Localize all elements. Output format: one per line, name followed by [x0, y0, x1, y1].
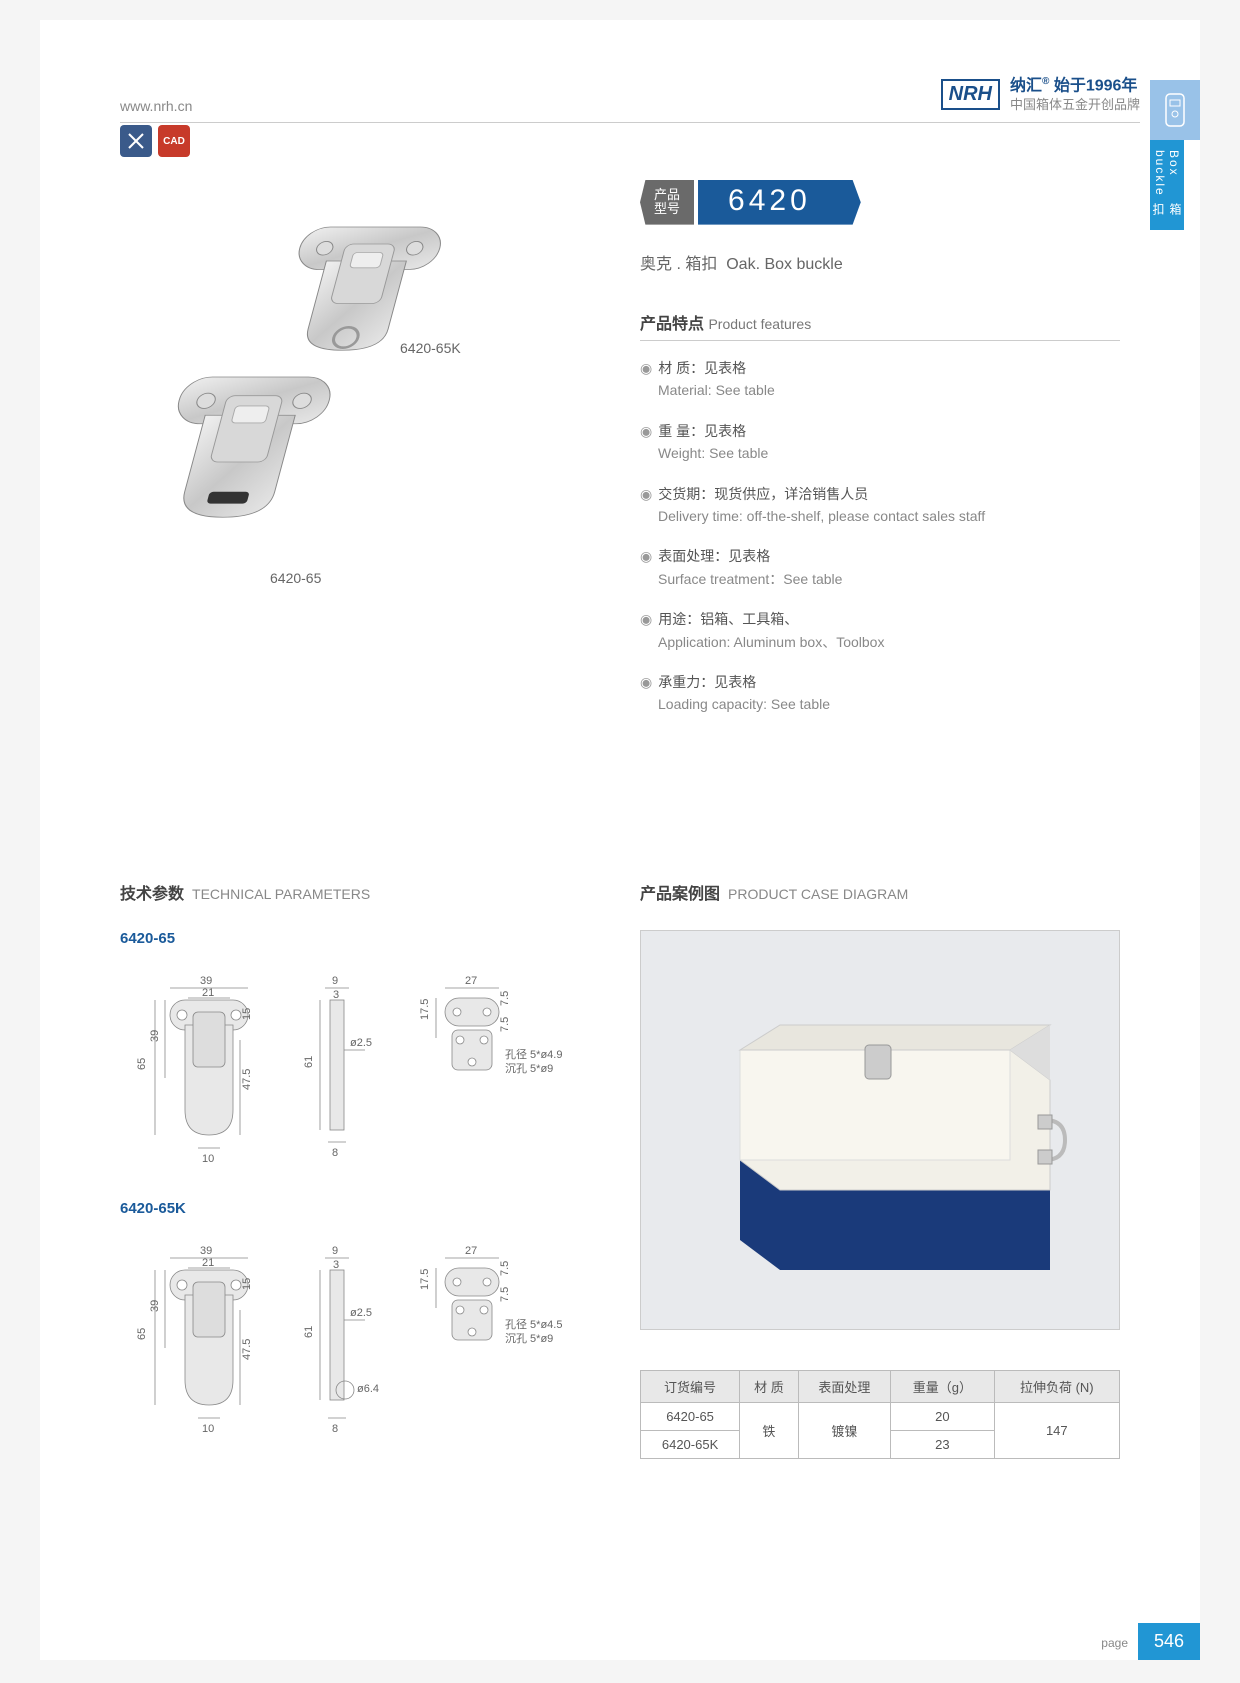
- svg-text:27: 27: [465, 975, 477, 987]
- variant-label-65k: 6420-65K: [120, 1200, 186, 1217]
- category-label: Box buckle 箱扣: [1150, 140, 1184, 230]
- brand-block: NRH 纳汇® 始于1996年 中国箱体五金开创品牌: [941, 75, 1140, 114]
- svg-text:7.5: 7.5: [499, 1017, 511, 1032]
- technical-drawing-65k: 39 21 65 39 47.5 15 10 9 3 61 ø2.5 ø6.4: [120, 1220, 580, 1460]
- feature-item: ◉重 量：见表格Weight: See table: [640, 420, 1120, 465]
- model-number: 6420: [698, 180, 861, 225]
- svg-text:3: 3: [333, 1259, 339, 1271]
- svg-text:61: 61: [303, 1326, 315, 1338]
- svg-text:ø2.5: ø2.5: [350, 1037, 372, 1049]
- catalog-page: www.nrh.cn NRH 纳汇® 始于1996年 中国箱体五金开创品牌 Bo…: [40, 20, 1200, 1660]
- svg-text:21: 21: [202, 1257, 214, 1269]
- svg-text:9: 9: [332, 975, 338, 987]
- svg-text:8: 8: [332, 1423, 338, 1435]
- svg-text:65: 65: [136, 1058, 148, 1070]
- product-label-1: 6420-65K: [400, 340, 461, 356]
- svg-text:沉孔 5*ø9: 沉孔 5*ø9: [505, 1332, 553, 1345]
- variant-label-65: 6420-65: [120, 930, 175, 947]
- svg-text:8: 8: [332, 1147, 338, 1159]
- product-name: 奥克 . 箱扣 Oak. Box buckle: [640, 250, 843, 274]
- brand-sub: 中国箱体五金开创品牌: [1010, 97, 1140, 114]
- th-surface: 表面处理: [798, 1371, 891, 1403]
- brand-cn: 纳汇: [1010, 77, 1042, 94]
- svg-text:39: 39: [149, 1300, 161, 1312]
- brand-logo: NRH: [941, 79, 1000, 110]
- svg-text:9: 9: [332, 1245, 338, 1257]
- svg-text:7.5: 7.5: [499, 1287, 511, 1302]
- svg-text:47.5: 47.5: [241, 1069, 253, 1090]
- product-features: 产品特点 Product features ◉材 质：见表格Material: …: [640, 310, 1120, 734]
- th-weight: 重量（g）: [891, 1371, 994, 1403]
- case-diagram-heading: 产品案例图PRODUCT CASE DIAGRAM: [640, 880, 908, 904]
- svg-text:17.5: 17.5: [419, 1269, 431, 1290]
- svg-text:27: 27: [465, 1245, 477, 1257]
- svg-text:孔径 5*ø4.5: 孔径 5*ø4.5: [505, 1318, 562, 1331]
- product-label-2: 6420-65: [270, 570, 321, 586]
- category-tab: Box buckle 箱扣: [1150, 80, 1200, 230]
- svg-text:21: 21: [202, 987, 214, 999]
- svg-text:10: 10: [202, 1153, 214, 1165]
- svg-text:7.5: 7.5: [499, 1261, 511, 1276]
- svg-text:65: 65: [136, 1328, 148, 1340]
- product-case-image: [640, 930, 1120, 1330]
- th-material: 材 质: [740, 1371, 799, 1403]
- spec-table: 订货编号 材 质 表面处理 重量（g） 拉伸负荷 (N) 6420-65 铁 镀…: [640, 1370, 1120, 1459]
- website-url: www.nrh.cn: [120, 98, 192, 114]
- svg-text:15: 15: [241, 1278, 253, 1290]
- page-label: page: [1101, 1636, 1128, 1650]
- svg-text:ø6.4: ø6.4: [357, 1383, 379, 1395]
- feature-item: ◉材 质：见表格Material: See table: [640, 357, 1120, 402]
- features-heading: 产品特点 Product features: [640, 310, 1120, 341]
- table-row: 6420-65 铁 镀镍 20 147: [641, 1403, 1120, 1431]
- feature-item: ◉交货期：现货供应，详洽销售人员Delivery time: off-the-s…: [640, 483, 1120, 528]
- page-header: www.nrh.cn NRH 纳汇® 始于1996年 中国箱体五金开创品牌: [120, 75, 1140, 123]
- svg-text:15: 15: [241, 1008, 253, 1020]
- svg-text:3: 3: [333, 989, 339, 1001]
- svg-text:39: 39: [200, 975, 212, 987]
- feature-badges: CAD: [120, 125, 190, 157]
- badge-tools-icon: [120, 125, 152, 157]
- svg-text:孔径 5*ø4.9: 孔径 5*ø4.9: [505, 1048, 562, 1061]
- svg-text:61: 61: [303, 1056, 315, 1068]
- feature-item: ◉承重力：见表格Loading capacity: See table: [640, 671, 1120, 716]
- svg-text:39: 39: [200, 1245, 212, 1257]
- svg-text:10: 10: [202, 1423, 214, 1435]
- model-label: 产品 型号: [640, 180, 694, 225]
- product-images: [140, 210, 540, 590]
- svg-text:7.5: 7.5: [499, 991, 511, 1006]
- feature-item: ◉用途：铝箱、工具箱、Application: Aluminum box、Too…: [640, 608, 1120, 653]
- svg-text:ø2.5: ø2.5: [350, 1307, 372, 1319]
- svg-text:47.5: 47.5: [241, 1339, 253, 1360]
- badge-cad-icon: CAD: [158, 125, 190, 157]
- feature-item: ◉表面处理：见表格Surface treatment：See table: [640, 545, 1120, 590]
- technical-drawing-65: 39 21 65 39 47.5 15 10 9 3 61 ø2.5 8: [120, 950, 580, 1190]
- category-icon: [1150, 80, 1200, 140]
- product-image-65: [140, 360, 380, 560]
- brand-text: 纳汇® 始于1996年 中国箱体五金开创品牌: [1010, 75, 1140, 114]
- technical-params-heading: 技术参数TECHNICAL PARAMETERS: [120, 880, 370, 904]
- svg-text:39: 39: [149, 1030, 161, 1042]
- model-number-row: 产品 型号 6420: [640, 180, 861, 225]
- th-load: 拉伸负荷 (N): [994, 1371, 1119, 1403]
- page-number: 546: [1138, 1623, 1200, 1660]
- table-header-row: 订货编号 材 质 表面处理 重量（g） 拉伸负荷 (N): [641, 1371, 1120, 1403]
- svg-text:沉孔 5*ø9: 沉孔 5*ø9: [505, 1062, 553, 1075]
- brand-since: 始于1996年: [1054, 77, 1138, 94]
- th-order: 订货编号: [641, 1371, 740, 1403]
- svg-text:17.5: 17.5: [419, 999, 431, 1020]
